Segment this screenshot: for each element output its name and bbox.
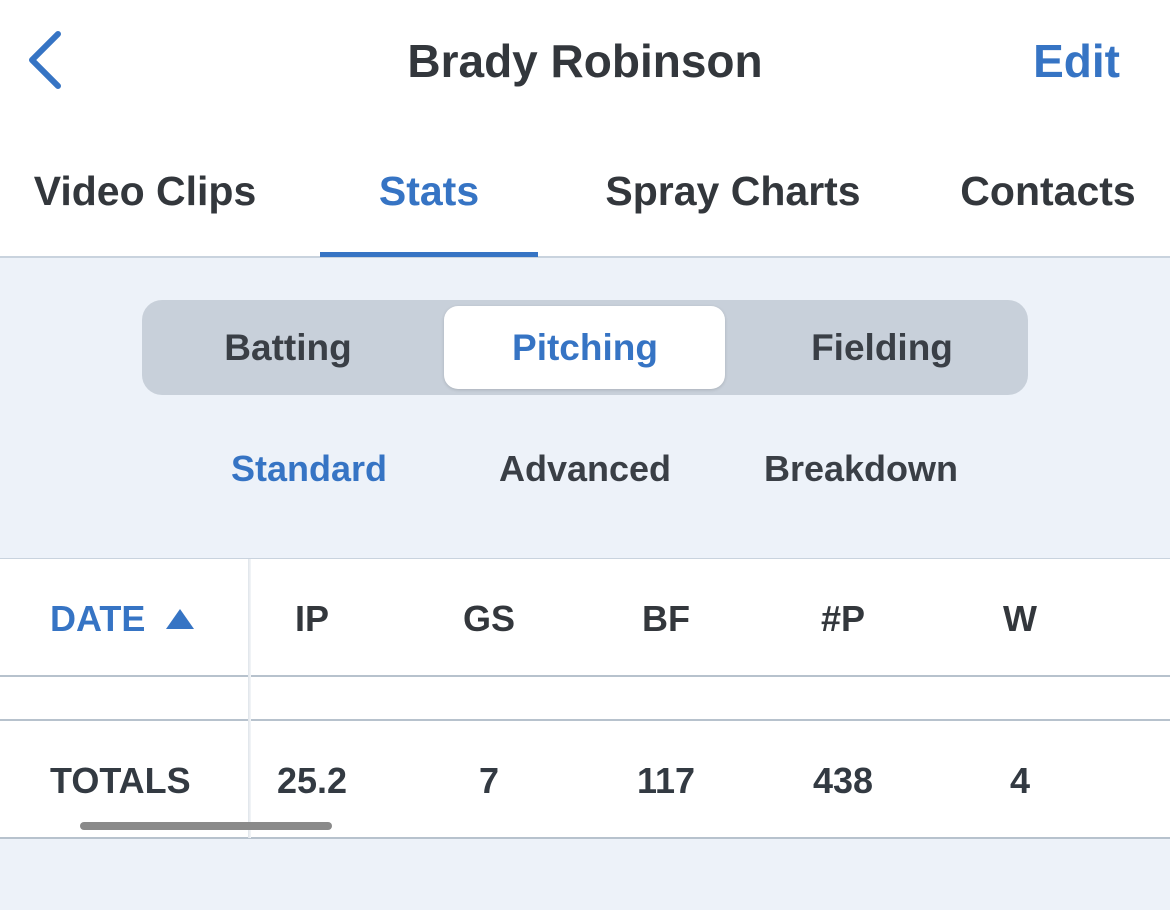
column-header: #P xyxy=(820,598,866,639)
sort-icon xyxy=(166,609,195,629)
date-header[interactable]: DATE xyxy=(50,598,195,640)
tab[interactable]: Video Clips xyxy=(33,168,257,214)
column-header: IP xyxy=(294,598,330,639)
back-button[interactable] xyxy=(24,30,68,90)
total-value: 4 xyxy=(1009,760,1031,801)
tab[interactable]: Contacts xyxy=(960,168,1136,214)
tab[interactable]: Stats xyxy=(378,168,480,214)
totals-label: TOTALS xyxy=(50,760,191,801)
column-header: W xyxy=(1003,598,1037,639)
column-divider xyxy=(248,559,251,838)
title: Brady Robinson xyxy=(407,35,763,87)
scrollbar xyxy=(80,822,332,830)
row-divider xyxy=(0,719,1170,721)
edit-button[interactable]: Edit xyxy=(1033,35,1120,87)
subtab[interactable]: Standard xyxy=(230,448,388,489)
segment[interactable]: Pitching xyxy=(512,327,658,368)
header: Brady Robinson Edit Video Clips Stats Sp… xyxy=(0,0,1170,258)
column-header: GS xyxy=(462,598,516,639)
tab[interactable]: Spray Charts xyxy=(605,168,861,214)
stats-table xyxy=(0,558,1170,839)
segment[interactable]: Fielding xyxy=(811,327,953,368)
segment[interactable]: Batting xyxy=(224,327,352,368)
date-header-text: DATE xyxy=(50,598,146,639)
segment-selected xyxy=(444,306,725,389)
column-header: BF xyxy=(642,598,690,639)
tab-indicator xyxy=(320,252,538,257)
row-divider xyxy=(0,675,1170,677)
total-value: 25.2 xyxy=(276,760,348,801)
total-value: 7 xyxy=(478,760,500,801)
total-value: 438 xyxy=(812,760,874,801)
subtab[interactable]: Breakdown xyxy=(763,448,959,489)
subtab[interactable]: Advanced xyxy=(498,448,672,489)
total-value: 117 xyxy=(636,760,696,801)
